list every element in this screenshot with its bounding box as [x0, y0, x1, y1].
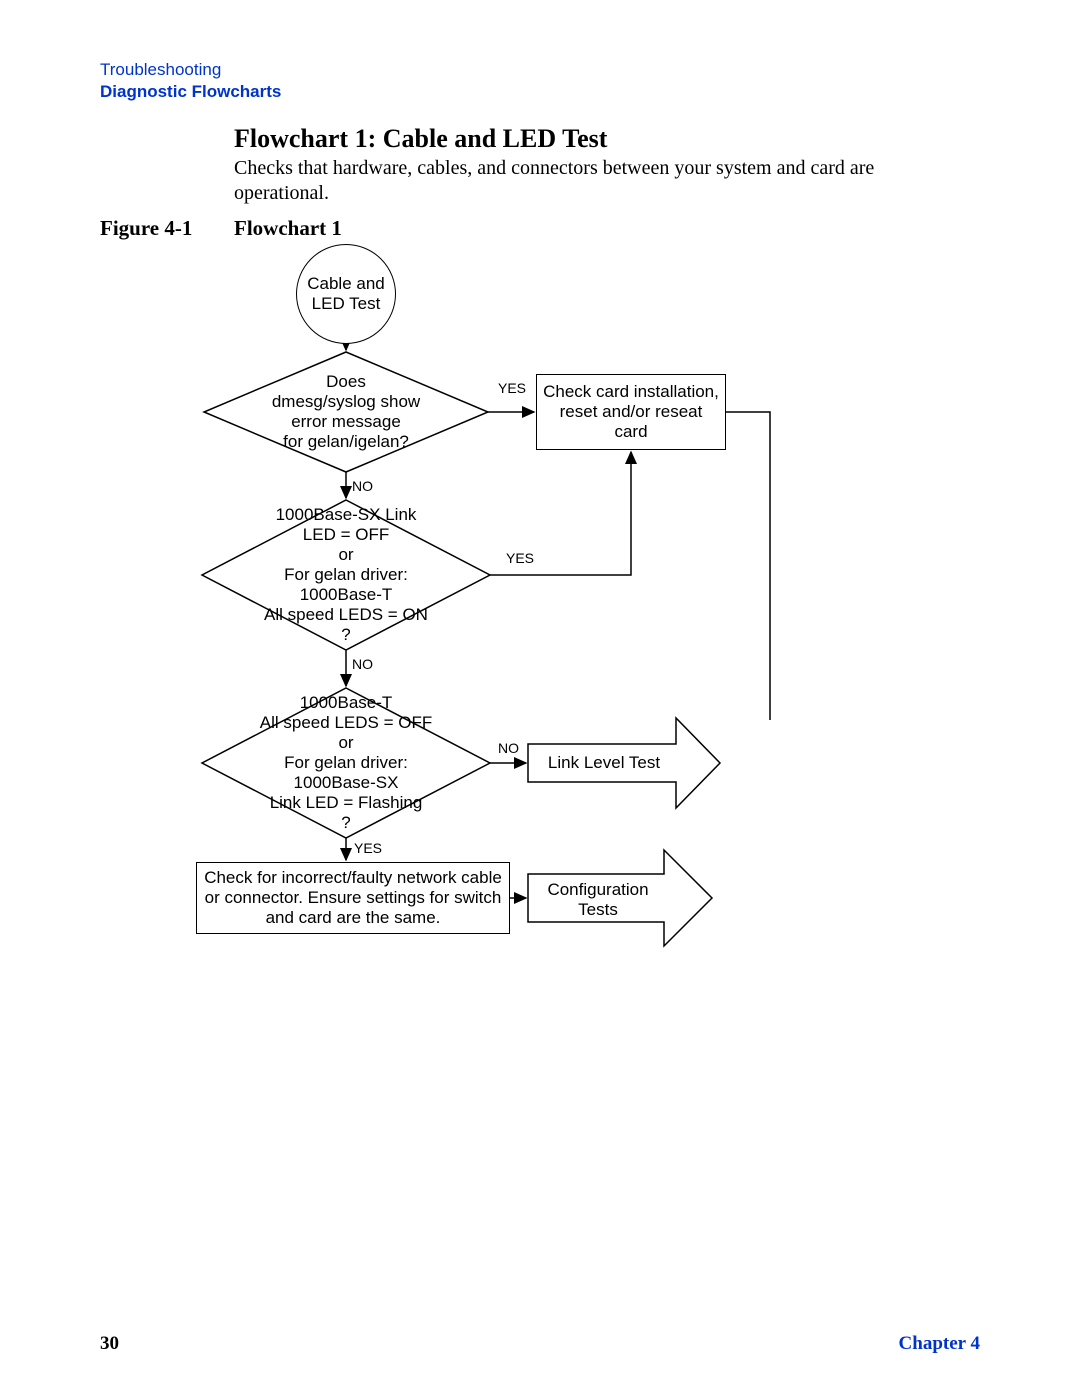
flowchart-connectors — [0, 0, 1080, 1397]
config-tests-label: Configuration Tests — [547, 880, 648, 919]
link-level-test-node: Link Level Test — [534, 753, 674, 773]
config-tests-node: Configuration Tests — [534, 880, 662, 920]
check-card-label: Check card installation, reset and/or re… — [543, 382, 719, 442]
check-cable-node: Check for incorrect/faulty network cable… — [196, 862, 510, 934]
chapter-label: Chapter 4 — [899, 1333, 980, 1355]
check-card-node: Check card installation, reset and/or re… — [536, 374, 726, 450]
edge-label-yes-2: YES — [506, 550, 534, 566]
decision-2-text: 1000Base-SX Link LED = OFF or For gelan … — [216, 505, 476, 645]
edge-label-no-2: NO — [352, 656, 373, 672]
decision-3-text: 1000Base-T All speed LEDS = OFF or For g… — [216, 693, 476, 833]
start-node-label: Cable and LED Test — [297, 274, 395, 314]
decision-1-text: Does dmesg/syslog show error message for… — [226, 372, 466, 452]
page-number: 30 — [100, 1333, 119, 1355]
edge-label-no-3: NO — [498, 740, 519, 756]
edge-label-yes-1: YES — [498, 380, 526, 396]
link-level-test-label: Link Level Test — [548, 753, 660, 772]
flowchart: Cable and LED Test Does dmesg/syslog sho… — [0, 0, 1080, 1397]
check-cable-label: Check for incorrect/faulty network cable… — [203, 868, 503, 928]
edge-label-yes-3: YES — [354, 840, 382, 856]
edge-label-no-1: NO — [352, 478, 373, 494]
start-node: Cable and LED Test — [296, 244, 396, 344]
